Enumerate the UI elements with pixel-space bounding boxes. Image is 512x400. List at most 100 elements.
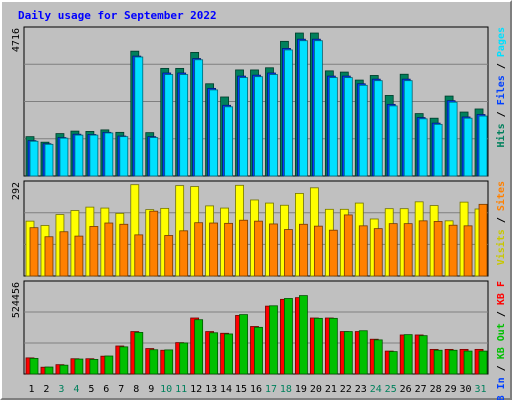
bar-sites-day-3 [59, 231, 69, 277]
bar-pages-day-12 [194, 59, 204, 177]
panel-legend: Hits / Files / Pages [495, 27, 507, 147]
x-tick-label-19: 19 [295, 384, 307, 395]
bar-kb-out-day-11 [179, 342, 189, 375]
bar-sites-day-23 [358, 225, 368, 277]
bar-kb-out-day-7 [119, 346, 129, 375]
bar-sites-day-4 [74, 235, 84, 277]
bar-pages-day-21 [328, 77, 338, 177]
bar-sites-day-27 [418, 220, 428, 277]
bar-kb-out-day-20 [313, 317, 323, 375]
x-tick-label-7: 7 [118, 384, 124, 395]
legend-separator: / [496, 305, 507, 323]
legend-item-kb-out: KB Out [496, 323, 507, 359]
bar-pages-day-29 [448, 101, 458, 177]
bar-kb-out-day-29 [448, 349, 458, 375]
bar-kb-out-day-30 [463, 350, 473, 375]
bar-sites-day-11 [179, 230, 189, 277]
x-tick-label-1: 1 [28, 384, 34, 395]
bar-sites-day-15 [239, 219, 248, 277]
x-tick-label-10: 10 [160, 384, 172, 395]
panel-legend: KB In / KB Out / KB F [496, 281, 507, 400]
bar-sites-day-22 [343, 214, 353, 277]
x-tick-label-8: 8 [133, 384, 139, 395]
bar-pages-day-17 [269, 74, 278, 177]
bar-sites-day-28 [433, 221, 443, 277]
bar-pages-day-20 [313, 40, 323, 177]
x-tick-label-9: 9 [148, 384, 154, 395]
x-tick-label-31: 31 [474, 384, 486, 395]
bar-sites-day-13 [209, 222, 219, 277]
bar-pages-day-13 [209, 89, 219, 177]
bar-kb-out-day-22 [343, 331, 353, 375]
bar-kb-out-day-28 [433, 349, 443, 375]
bar-pages-day-23 [358, 84, 368, 177]
bar-kb-out-day-6 [104, 355, 114, 375]
x-tick-label-3: 3 [58, 384, 64, 395]
bar-pages-day-22 [343, 77, 353, 177]
bar-pages-day-1 [29, 140, 39, 177]
legend-item-hits: Hits [495, 123, 507, 147]
x-tick-label-27: 27 [415, 384, 427, 395]
legend-separator: / [496, 105, 507, 123]
bar-kb-out-day-16 [254, 326, 263, 375]
bar-kb-out-day-26 [403, 334, 413, 375]
x-tick-label-11: 11 [175, 384, 187, 395]
bar-pages-day-31 [478, 115, 488, 177]
bar-sites-day-30 [463, 225, 473, 277]
x-tick-label-21: 21 [325, 384, 337, 395]
bar-kb-out-day-19 [299, 295, 308, 375]
bar-pages-day-7 [119, 136, 129, 177]
bar-kb-out-day-31 [478, 350, 488, 375]
legend-separator: / [496, 211, 507, 229]
bar-pages-day-15 [239, 77, 248, 177]
panel-max-label: 292 [11, 182, 22, 200]
chart-title: Daily usage for September 2022 [18, 9, 217, 22]
x-tick-label-12: 12 [190, 384, 202, 395]
bar-kb-out-day-9 [149, 349, 159, 375]
bar-pages-day-6 [104, 132, 114, 177]
bar-sites-day-19 [299, 223, 308, 277]
x-tick-label-5: 5 [88, 384, 94, 395]
x-tick-label-14: 14 [220, 384, 232, 395]
legend-item-visits: Visits [495, 229, 507, 265]
x-tick-label-20: 20 [310, 384, 322, 395]
bar-kb-out-day-10 [164, 349, 174, 375]
bar-kb-out-day-1 [29, 357, 39, 375]
bar-sites-day-17 [269, 223, 278, 277]
x-tick-label-17: 17 [265, 384, 277, 395]
bar-kb-out-day-24 [373, 339, 383, 375]
legend-separator: / [496, 359, 507, 377]
panel-max-label: 524456 [11, 282, 22, 318]
bar-sites-day-24 [373, 228, 383, 277]
bar-sites-day-14 [224, 222, 233, 277]
bar-kb-out-day-13 [209, 332, 219, 375]
x-tick-label-16: 16 [250, 384, 262, 395]
bar-kb-out-day-5 [89, 359, 99, 375]
bar-sites-day-6 [104, 222, 114, 277]
bar-sites-day-10 [164, 235, 174, 277]
bar-sites-day-9 [149, 210, 159, 277]
bar-sites-day-31 [478, 203, 488, 277]
bar-pages-day-10 [164, 74, 174, 177]
x-tick-label-25: 25 [385, 384, 397, 395]
bar-sites-day-2 [44, 236, 54, 277]
bar-sites-day-12 [194, 222, 204, 277]
x-tick-label-29: 29 [445, 384, 457, 395]
bar-sites-day-8 [134, 234, 144, 277]
bar-pages-day-9 [149, 137, 159, 177]
legend-item-kb-in: KB In [496, 377, 507, 400]
bar-sites-day-1 [29, 227, 39, 277]
bar-sites-day-7 [119, 223, 129, 277]
panel-legend: Visits / Sites [495, 181, 507, 265]
x-tick-label-22: 22 [340, 384, 352, 395]
bar-kb-out-day-21 [328, 317, 338, 375]
bar-sites-day-21 [328, 229, 338, 277]
x-tick-label-23: 23 [355, 384, 367, 395]
legend-item-pages: Pages [496, 27, 507, 57]
bar-kb-out-day-3 [59, 364, 69, 375]
bar-sites-day-16 [254, 220, 263, 277]
legend-item-sites: Sites [495, 181, 507, 211]
bar-pages-day-11 [179, 74, 189, 177]
bar-pages-day-14 [224, 106, 233, 177]
